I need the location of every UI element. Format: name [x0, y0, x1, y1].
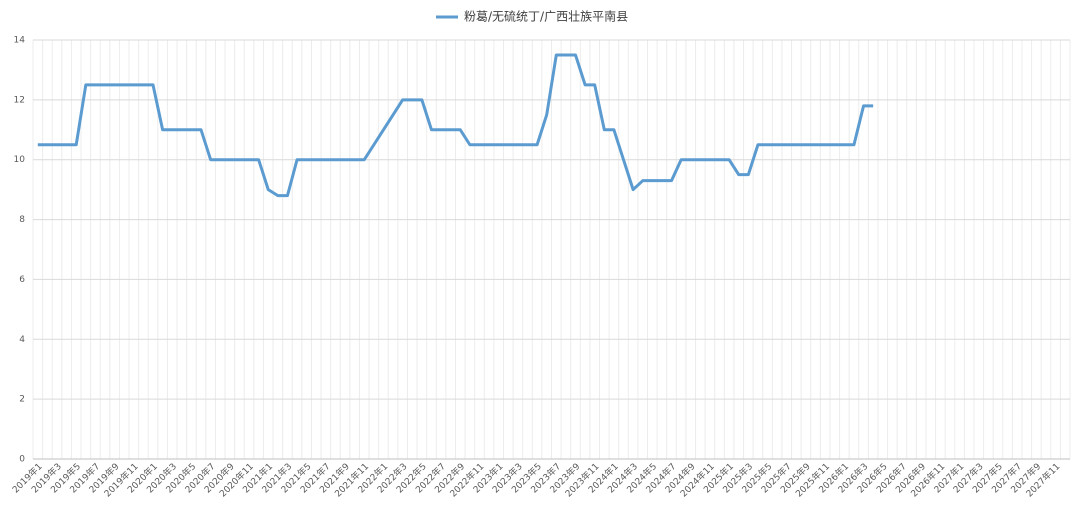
legend-label: 粉葛/无硫统丁/广西壮族平南县: [464, 9, 628, 24]
y-tick-label: 10: [14, 155, 26, 165]
y-tick-label: 12: [14, 95, 25, 105]
y-tick-label: 0: [19, 455, 25, 465]
y-tick-label: 8: [19, 215, 25, 225]
series-line: [37, 53, 874, 198]
y-tick-label: 4: [19, 335, 25, 345]
y-tick-label: 6: [19, 275, 25, 285]
y-tick-label: 2: [19, 395, 25, 405]
y-tick-label: 14: [14, 36, 26, 46]
